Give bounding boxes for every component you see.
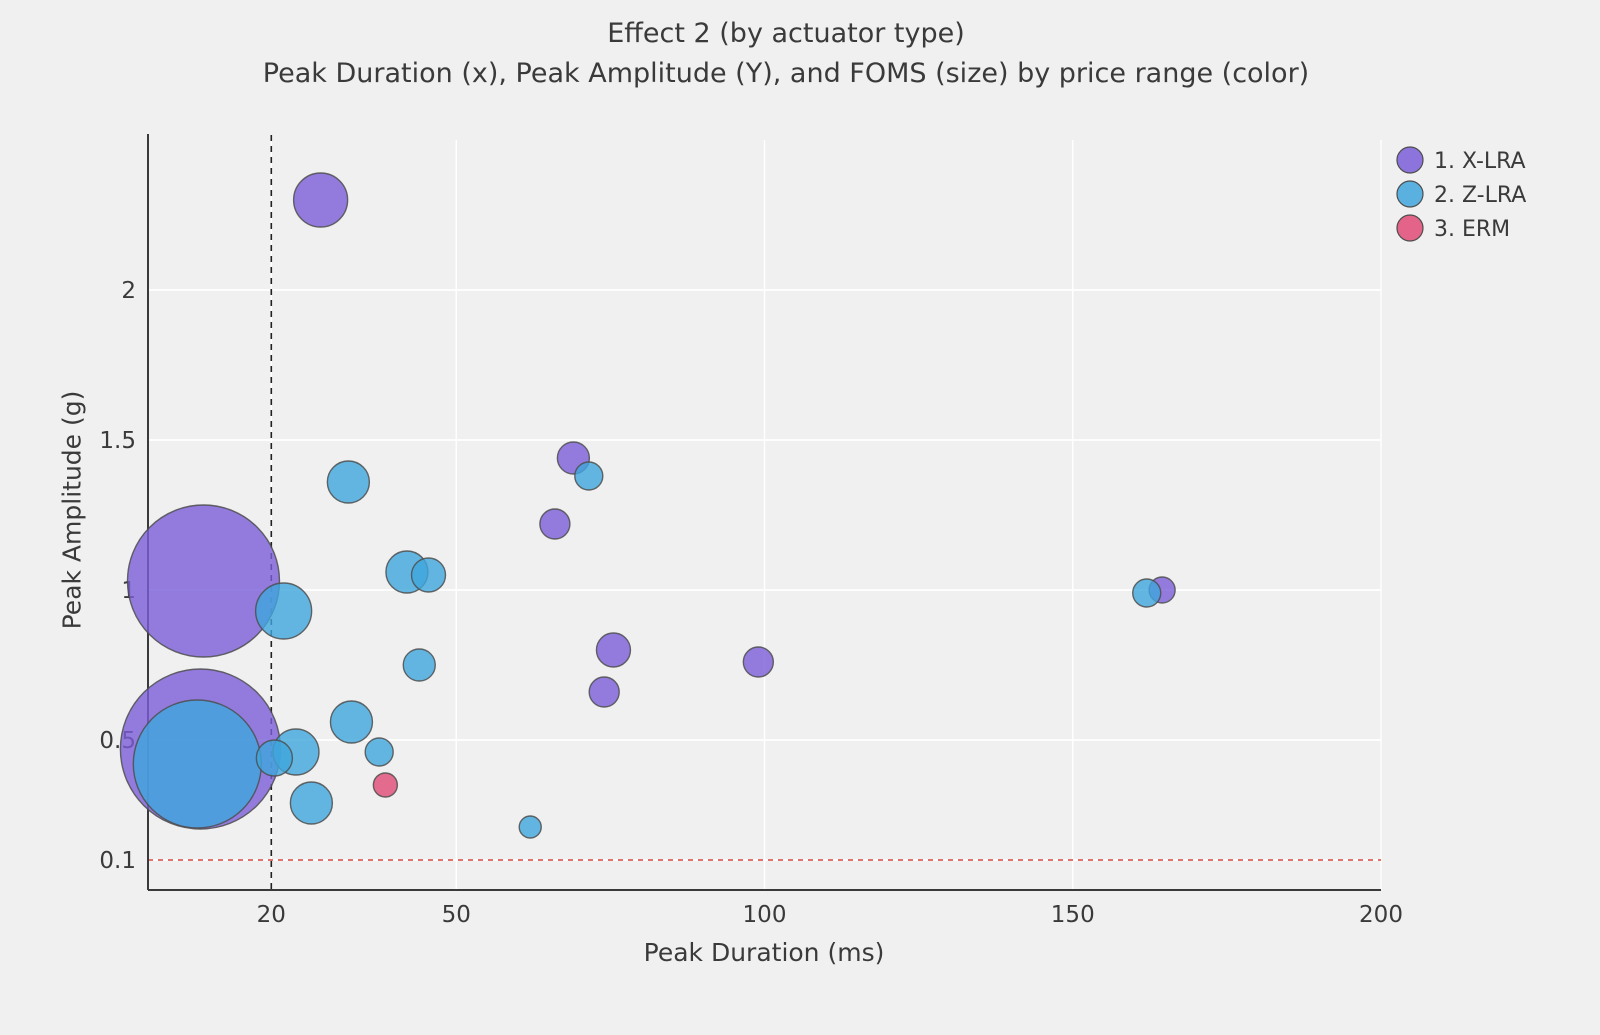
y-tick-label: 1.5 bbox=[99, 428, 136, 454]
y-tick-label: 2 bbox=[121, 278, 136, 304]
bubble-x-lra bbox=[742, 646, 775, 678]
bubble-x-lra bbox=[292, 172, 349, 228]
bubble-z-lra bbox=[255, 739, 294, 777]
bubble-x-lra bbox=[539, 508, 571, 540]
legend-label-z-lra: 2. Z-LRA bbox=[1434, 183, 1526, 208]
legend-marker-z-lra bbox=[1396, 180, 1424, 208]
bubble-z-lra bbox=[518, 815, 542, 839]
y-axis-label: Peak Amplitude (g) bbox=[57, 390, 87, 630]
bubble-x-lra bbox=[595, 632, 632, 668]
bubble-x-lra bbox=[126, 504, 281, 658]
bubble-z-lra bbox=[410, 557, 447, 593]
legend-label-x-lra: 1. X-LRA bbox=[1434, 149, 1526, 174]
bubble-z-lra bbox=[402, 648, 436, 682]
bubble-z-lra bbox=[329, 700, 374, 744]
bubble-z-lra bbox=[1132, 578, 1162, 608]
bubble-z-lra bbox=[132, 699, 263, 829]
bubble-z-lra bbox=[254, 582, 313, 640]
bubble-z-lra bbox=[326, 460, 371, 504]
bubble-x-lra bbox=[588, 676, 620, 708]
x-tick-label: 50 bbox=[442, 902, 471, 928]
chart-subtitle: Peak Duration (x), Peak Amplitude (Y), a… bbox=[262, 58, 1310, 89]
x-tick-label: 20 bbox=[257, 902, 286, 928]
legend-marker-x-lra bbox=[1396, 146, 1424, 174]
x-tick-label: 200 bbox=[1359, 902, 1403, 928]
legend-item-z-lra[interactable]: 2. Z-LRA bbox=[1396, 180, 1526, 208]
y-tick-label: 0.1 bbox=[99, 848, 136, 874]
x-tick-label: 150 bbox=[1051, 902, 1095, 928]
bubble-erm bbox=[372, 772, 399, 798]
x-axis-label: Peak Duration (ms) bbox=[643, 938, 885, 967]
bubble-z-lra bbox=[574, 461, 604, 491]
bubble-z-lra bbox=[364, 737, 394, 767]
legend-label-erm: 3. ERM bbox=[1434, 217, 1510, 242]
legend-marker-erm bbox=[1396, 214, 1424, 242]
legend: 1. X-LRA 2. Z-LRA 3. ERM bbox=[1396, 146, 1526, 242]
x-tick-label: 100 bbox=[743, 902, 787, 928]
legend-item-erm[interactable]: 3. ERM bbox=[1396, 214, 1510, 242]
legend-item-x-lra[interactable]: 1. X-LRA bbox=[1396, 146, 1526, 174]
bubble-z-lra bbox=[289, 781, 334, 825]
bubble-layer bbox=[119, 172, 1176, 839]
chart-title: Effect 2 (by actuator type) bbox=[607, 18, 965, 49]
